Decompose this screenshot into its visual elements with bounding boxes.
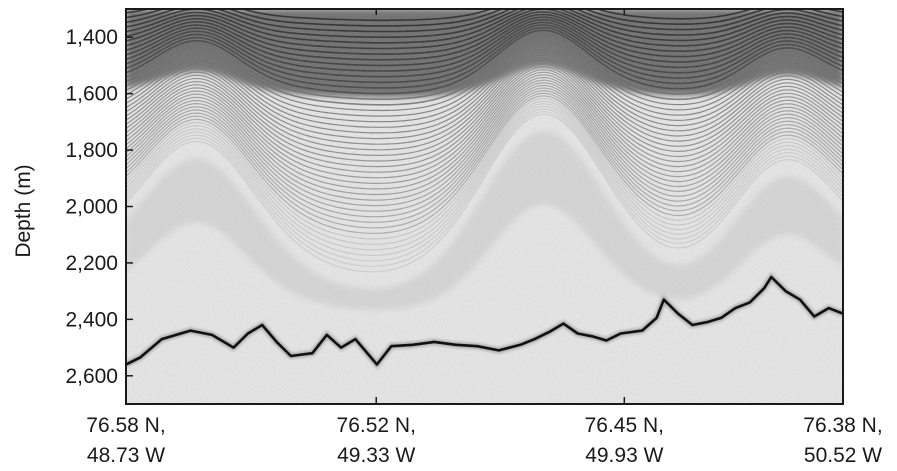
x-tick-label-lon: 50.52 W bbox=[804, 444, 882, 467]
y-tick-label: 2,600 bbox=[65, 365, 118, 388]
y-tick-label: 2,200 bbox=[65, 252, 118, 275]
x-tick-label-lon: 48.73 W bbox=[87, 444, 165, 467]
bed-reflector bbox=[126, 272, 843, 370]
y-tick-label: 2,000 bbox=[65, 196, 118, 219]
x-tick-label-lon: 49.33 W bbox=[337, 444, 415, 467]
x-tick-label-lat: 76.45 N, bbox=[585, 414, 664, 437]
bed-reflector-line bbox=[126, 275, 843, 366]
y-tick-label: 2,400 bbox=[65, 308, 118, 331]
y-tick-label: 1,600 bbox=[65, 83, 118, 106]
x-axis: 76.58 N, 48.73 W 76.52 N, 49.33 W 76.45 N, 49… bbox=[86, 9, 883, 467]
y-axis-label: Depth (m) bbox=[12, 164, 35, 257]
x-tick-label-lat: 76.38 N, bbox=[803, 414, 882, 437]
y-axis: 1,400 1,600 1,800 2,000 2,200 2,400 2,600 bbox=[65, 26, 133, 388]
x-tick-label-lon: 49.93 W bbox=[585, 444, 663, 467]
y-tick-label: 1,400 bbox=[65, 26, 118, 49]
y-tick-label: 1,800 bbox=[65, 139, 118, 162]
plot-area bbox=[126, 9, 843, 404]
x-tick-label-lat: 76.58 N, bbox=[86, 414, 165, 437]
x-tick-label-lat: 76.52 N, bbox=[337, 414, 416, 437]
